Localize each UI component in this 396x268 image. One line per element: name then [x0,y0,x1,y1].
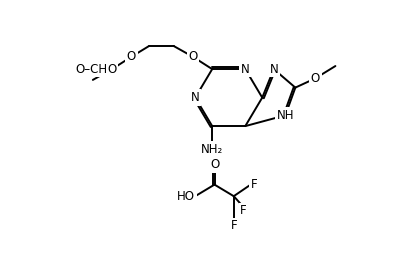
Text: NH₂: NH₂ [201,143,223,156]
Text: F: F [240,204,247,217]
Text: O–CH₃: O–CH₃ [75,63,112,76]
Text: F: F [251,178,257,191]
Text: O: O [127,50,136,63]
Text: F: F [230,219,237,232]
Text: O: O [188,50,198,63]
Text: HO: HO [177,190,195,203]
Text: O: O [210,158,219,171]
Text: N: N [269,63,278,76]
Text: O: O [311,72,320,85]
Text: N: N [241,63,249,76]
Text: O: O [107,63,117,76]
Text: N: N [191,91,200,104]
Text: NH: NH [276,109,294,122]
